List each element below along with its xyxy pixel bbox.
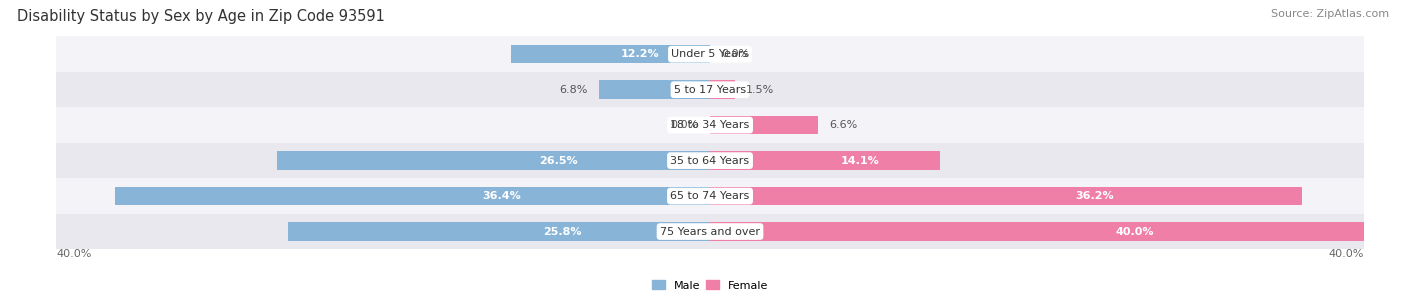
Text: 40.0%: 40.0% bbox=[56, 249, 91, 259]
Text: 65 to 74 Years: 65 to 74 Years bbox=[671, 191, 749, 201]
Text: 5 to 17 Years: 5 to 17 Years bbox=[673, 85, 747, 95]
Text: Disability Status by Sex by Age in Zip Code 93591: Disability Status by Sex by Age in Zip C… bbox=[17, 9, 385, 24]
Text: 36.2%: 36.2% bbox=[1076, 191, 1114, 201]
Legend: Male, Female: Male, Female bbox=[651, 280, 769, 291]
Bar bbox=[710, 151, 941, 170]
Bar bbox=[710, 81, 734, 99]
Text: 40.0%: 40.0% bbox=[1116, 226, 1154, 237]
Text: 1.5%: 1.5% bbox=[747, 85, 775, 95]
Text: 40.0%: 40.0% bbox=[1329, 249, 1364, 259]
Bar bbox=[56, 214, 1364, 249]
Bar bbox=[56, 178, 1364, 214]
Text: 14.1%: 14.1% bbox=[841, 156, 879, 166]
Bar bbox=[710, 222, 1364, 241]
Text: Under 5 Years: Under 5 Years bbox=[672, 49, 748, 59]
Bar bbox=[115, 187, 710, 205]
Text: 12.2%: 12.2% bbox=[621, 49, 659, 59]
Bar bbox=[277, 151, 710, 170]
Bar bbox=[56, 143, 1364, 178]
Bar bbox=[710, 116, 818, 134]
Text: 18 to 34 Years: 18 to 34 Years bbox=[671, 120, 749, 130]
Bar bbox=[56, 107, 1364, 143]
Text: 26.5%: 26.5% bbox=[538, 156, 578, 166]
Text: 35 to 64 Years: 35 to 64 Years bbox=[671, 156, 749, 166]
Text: 6.8%: 6.8% bbox=[560, 85, 588, 95]
Bar bbox=[288, 222, 710, 241]
Bar bbox=[56, 72, 1364, 107]
Text: 36.4%: 36.4% bbox=[482, 191, 522, 201]
Text: 75 Years and over: 75 Years and over bbox=[659, 226, 761, 237]
Bar bbox=[599, 81, 710, 99]
Text: 0.0%: 0.0% bbox=[721, 49, 749, 59]
Text: Source: ZipAtlas.com: Source: ZipAtlas.com bbox=[1271, 9, 1389, 19]
Bar bbox=[56, 36, 1364, 72]
Text: 25.8%: 25.8% bbox=[543, 226, 582, 237]
Text: 0.0%: 0.0% bbox=[671, 120, 699, 130]
Bar bbox=[510, 45, 710, 64]
Text: 6.6%: 6.6% bbox=[830, 120, 858, 130]
Bar bbox=[710, 187, 1302, 205]
